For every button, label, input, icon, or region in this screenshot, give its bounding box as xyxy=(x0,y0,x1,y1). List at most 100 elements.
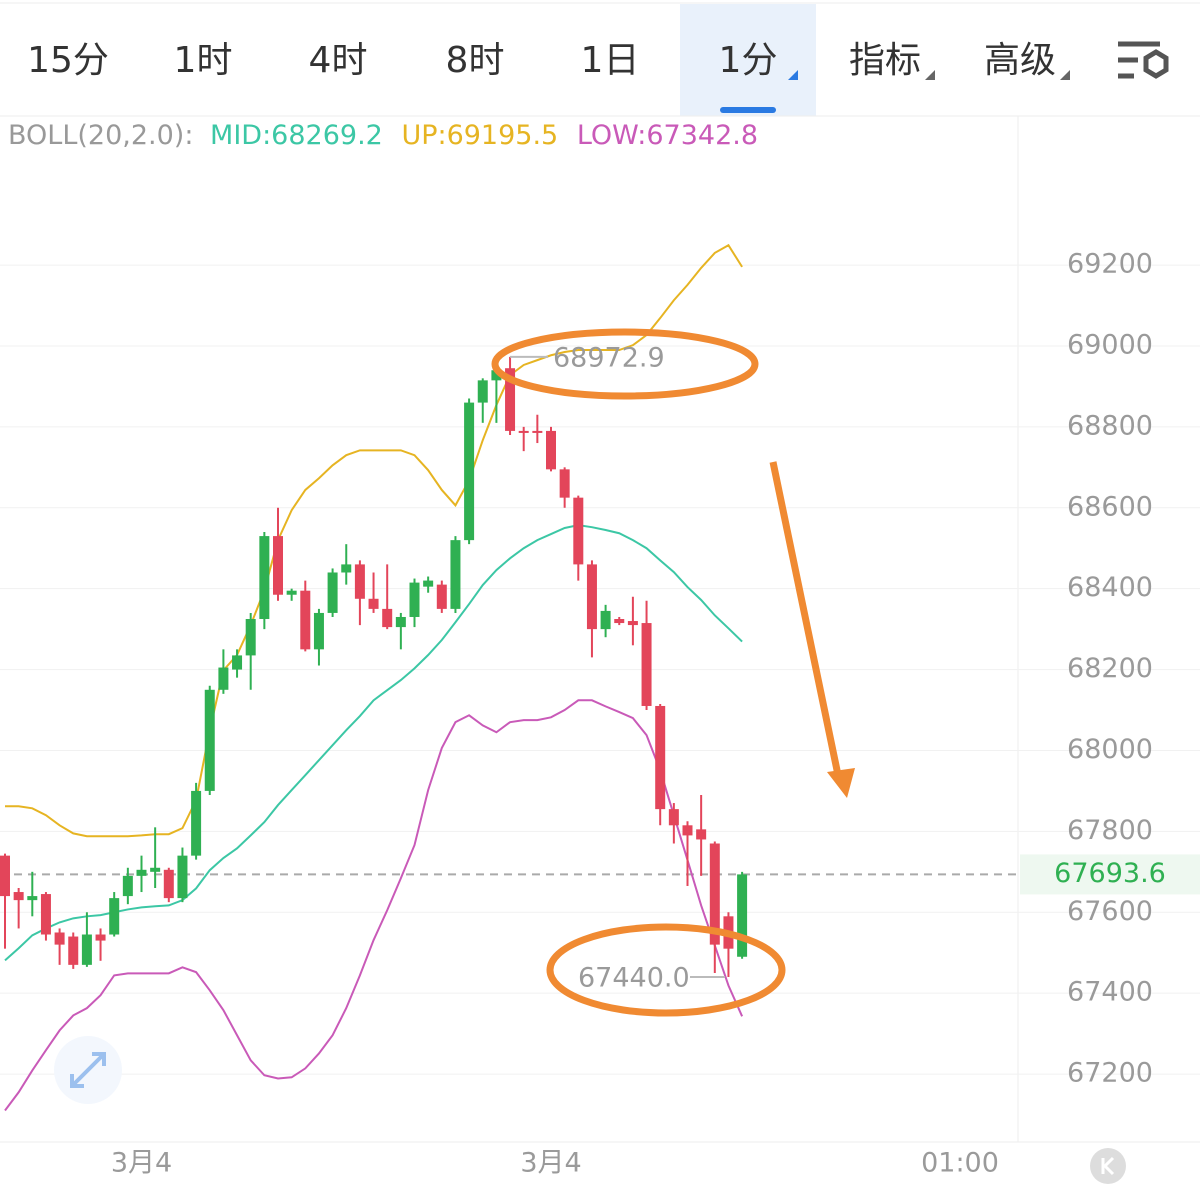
candle-body xyxy=(163,869,174,899)
x-tick-label: 3月4 xyxy=(520,1148,581,1179)
y-tick-label: 67200 xyxy=(1067,1058,1153,1089)
candle-body xyxy=(273,536,283,595)
candle-body xyxy=(450,540,461,609)
candle-body xyxy=(191,790,202,856)
tab[interactable]: 4时 xyxy=(309,40,368,81)
candle-body xyxy=(95,934,106,941)
tab-dropdown xyxy=(1060,70,1070,80)
tab[interactable]: 15分 xyxy=(27,40,109,81)
y-tick-label: 68600 xyxy=(1067,491,1153,522)
selected-tab-bg xyxy=(680,4,816,116)
candle-body xyxy=(245,619,256,656)
indicator-line xyxy=(5,243,743,838)
candle-body xyxy=(27,896,38,901)
tab[interactable]: 1时 xyxy=(174,40,233,81)
candle-body xyxy=(150,867,161,872)
candle-body xyxy=(668,809,679,826)
highlight-ellipse xyxy=(546,923,786,1017)
candle-body xyxy=(54,932,65,945)
y-tick-label: 69200 xyxy=(1067,249,1153,280)
candle-body xyxy=(477,380,488,403)
indicator-line xyxy=(4,699,744,1112)
y-tick-label: 68800 xyxy=(1067,410,1153,441)
candle-body xyxy=(341,564,352,573)
arrow-shaft xyxy=(769,461,842,776)
candle-body xyxy=(286,590,297,595)
expand-icon xyxy=(70,1052,106,1088)
candle-body xyxy=(423,580,434,587)
candle-body xyxy=(204,689,215,791)
icon-gear xyxy=(1143,49,1169,79)
annotation-label: 67440.0 xyxy=(578,962,690,993)
y-tick-label: 68200 xyxy=(1067,653,1153,684)
candle-body xyxy=(737,874,748,957)
candle-body xyxy=(505,368,516,431)
tab[interactable]: 1日 xyxy=(581,40,640,81)
tab[interactable]: 1分 xyxy=(719,40,778,81)
candle-body xyxy=(546,430,556,470)
tab-dropdown xyxy=(788,70,798,80)
back-button[interactable] xyxy=(1090,1148,1126,1184)
y-tick-label: 68000 xyxy=(1067,734,1153,765)
candle-body xyxy=(354,564,365,599)
candle-body xyxy=(368,598,379,609)
candle-body xyxy=(532,430,543,433)
tab-dropdown xyxy=(925,70,935,80)
annotation-label: 68972.9 xyxy=(553,342,665,373)
last-price-bg xyxy=(1020,854,1200,895)
indicator-line xyxy=(4,524,743,962)
plot: 67200 67400 67600 67800 68000 68200 68400 68600… xyxy=(0,243,1200,1179)
indicator-mid: MID:68269.2 xyxy=(210,120,383,151)
tab[interactable]: 8时 xyxy=(446,40,505,81)
arrow-head xyxy=(827,768,855,798)
candle-body xyxy=(586,564,597,630)
indicator-header: BOLL(20,2.0): MID:68269.2 UP:69195.5 LOW… xyxy=(8,120,758,151)
candle-body xyxy=(491,370,502,381)
y-tick-label: 67600 xyxy=(1067,896,1153,927)
tab[interactable]: 指标 xyxy=(849,40,921,81)
candle-body xyxy=(682,825,693,836)
candle-body xyxy=(259,536,270,620)
candle-body xyxy=(627,621,638,626)
tab[interactable]: 高级 xyxy=(984,40,1056,81)
candle-body xyxy=(655,705,666,810)
candle-body xyxy=(382,608,393,628)
candle-body xyxy=(313,612,324,650)
y-tick-label: 67400 xyxy=(1067,977,1153,1008)
candle-body xyxy=(641,623,652,706)
candle-body xyxy=(40,894,51,935)
y-tick-label: 67800 xyxy=(1067,815,1153,846)
button-bg xyxy=(1090,1148,1126,1184)
indicator-low: LOW:67342.8 xyxy=(577,120,758,151)
candle-body xyxy=(232,655,243,670)
candle-body xyxy=(709,843,720,945)
candle-body xyxy=(436,584,447,609)
candle-body xyxy=(13,892,24,901)
candle-body xyxy=(136,869,147,876)
candle-body xyxy=(122,875,133,897)
y-tick-label: 69000 xyxy=(1067,329,1153,360)
candle-body xyxy=(109,898,120,935)
candle-body xyxy=(600,610,611,630)
expand-button[interactable] xyxy=(54,1036,122,1104)
candle-body xyxy=(464,402,475,541)
candle-body xyxy=(177,855,188,899)
y-tick-label: 68400 xyxy=(1067,572,1153,603)
candle-body xyxy=(409,582,420,617)
indicator-text: BOLL(20,2.0): MID:68269.2 UP:69195.5 LOW… xyxy=(8,120,758,151)
candle-body xyxy=(614,619,625,624)
candle-body xyxy=(559,469,570,498)
candle-body xyxy=(518,430,529,433)
settings-icon[interactable] xyxy=(1118,41,1169,79)
candle-body xyxy=(68,936,79,965)
back-icon xyxy=(1101,1156,1115,1176)
x-tick-label: 01:00 xyxy=(921,1148,999,1179)
candle-body xyxy=(218,667,229,690)
indicator-name: BOLL(20,2.0): xyxy=(8,120,193,151)
last-price-label: 67693.6 xyxy=(1054,858,1166,889)
highlight-ellipse xyxy=(491,328,759,400)
indicator-up: UP:69195.5 xyxy=(401,120,558,151)
candle-body xyxy=(395,616,406,628)
